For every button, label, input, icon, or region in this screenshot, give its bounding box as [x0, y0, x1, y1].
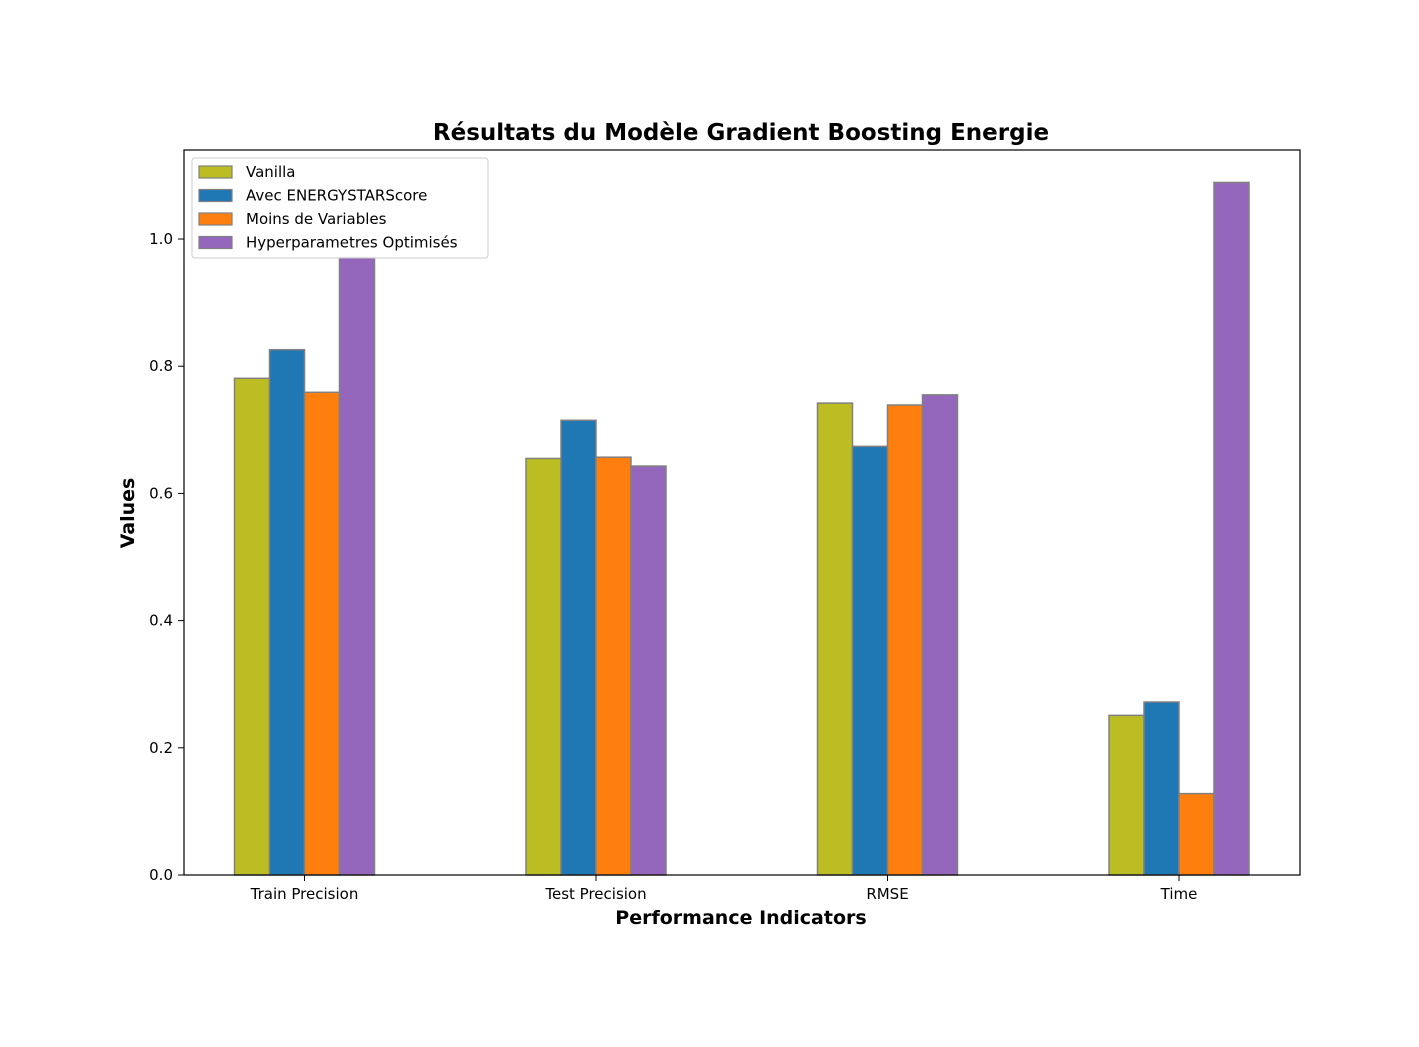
y-axis-ticks: 0.0 0.2 0.4 0.6 0.8 1.0: [149, 230, 184, 884]
bar-1-2: [595, 456, 632, 876]
bar-3-2: [1178, 792, 1215, 876]
legend-frame: [191, 157, 489, 259]
bar-2-1: [851, 445, 889, 876]
x-tick-label: RMSE: [866, 885, 908, 903]
bar-0-1: [268, 348, 306, 876]
x-tick-label: Train Precision: [250, 885, 359, 903]
legend-label: Vanilla: [246, 163, 296, 181]
y-tick-label: 0.0: [149, 866, 173, 884]
bar-2-2: [886, 404, 924, 876]
x-axis-label: Performance Indicators: [615, 907, 866, 929]
bar-1-1: [560, 419, 597, 876]
bar-1-3: [630, 465, 667, 876]
y-tick-label: 0.6: [149, 484, 173, 502]
x-tick-label: Test Precision: [544, 885, 646, 903]
legend-swatch: [198, 212, 233, 226]
legend-label: Hyperparametres Optimisés: [246, 234, 458, 252]
legend-swatch: [198, 235, 233, 250]
bar-0-3: [338, 256, 376, 876]
y-tick-label: 0.2: [149, 739, 173, 757]
legend-swatch: [198, 165, 233, 179]
x-tick-label: Time: [1160, 885, 1198, 903]
y-tick-label: 1.0: [149, 230, 173, 248]
plot-frame: [183, 149, 1301, 876]
bars-group: [233, 181, 1250, 876]
bar-2-0: [816, 402, 854, 876]
x-axis-ticks: Train Precision Test Precision RMSE Time: [250, 875, 1198, 903]
legend-label: Avec ENERGYSTARScore: [246, 187, 427, 205]
legend-label: Moins de Variables: [246, 210, 387, 228]
bar-3-0: [1108, 714, 1145, 876]
y-tick-label: 0.4: [149, 612, 173, 630]
chart-title: Résultats du Modèle Gradient Boosting En…: [433, 120, 1049, 146]
legend: Vanilla Avec ENERGYSTARScore Moins de Vari…: [191, 157, 489, 259]
bar-3-3: [1213, 181, 1250, 876]
bar-3-1: [1143, 701, 1180, 876]
bar-1-0: [525, 457, 562, 876]
bar-2-3: [921, 394, 959, 876]
legend-swatch: [198, 188, 233, 203]
bar-0-0: [233, 377, 271, 876]
y-tick-label: 0.8: [149, 357, 173, 375]
y-axis-label: Values: [117, 478, 139, 549]
bar-0-2: [303, 391, 341, 876]
